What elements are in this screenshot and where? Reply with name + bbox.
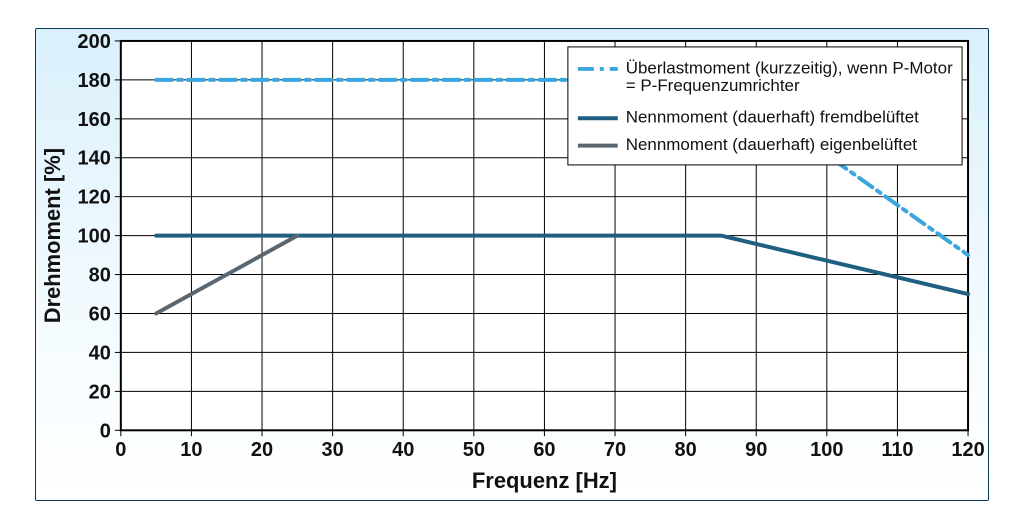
y-axis-title: Drehmoment [%] <box>40 148 65 323</box>
legend-label: Nennmoment (dauerhaft) fremdbelüftet <box>626 108 919 127</box>
y-tick-label: 80 <box>89 265 111 287</box>
legend-label: Überlastmoment (kurzzeitig), wenn P-Moto… <box>626 58 953 77</box>
y-tick-label: 100 <box>78 226 111 248</box>
x-tick-label: 10 <box>180 439 202 461</box>
legend-label: Nennmoment (dauerhaft) eigenbelüftet <box>626 135 918 154</box>
x-tick-label: 110 <box>881 439 913 461</box>
x-axis-title: Frequenz [Hz] <box>472 468 617 493</box>
x-tick-label: 60 <box>533 439 555 461</box>
chart-outer: 0 10 20 30 40 50 60 70 80 90 100 110 120 0 20 40 60 80 100… <box>0 0 1024 531</box>
x-tick-label: 20 <box>251 439 273 461</box>
chart-inner: 0 10 20 30 40 50 60 70 80 90 100 110 120 0 20 40 60 80 100… <box>35 28 989 501</box>
x-tick-label: 0 <box>115 439 126 461</box>
y-tick-label: 160 <box>78 109 111 131</box>
x-tick-label: 90 <box>745 439 767 461</box>
x-tick-label: 40 <box>392 439 414 461</box>
y-tick-label: 120 <box>78 187 111 209</box>
torque-frequency-chart: 0 10 20 30 40 50 60 70 80 90 100 110 120 0 20 40 60 80 100… <box>36 29 988 500</box>
y-tick-label: 20 <box>89 381 111 403</box>
x-tick-label: 70 <box>604 439 626 461</box>
legend: Überlastmoment (kurzzeitig), wenn P-Moto… <box>568 47 962 165</box>
x-tick-label: 50 <box>463 439 485 461</box>
y-tick-label: 60 <box>89 303 111 325</box>
y-tick-label: 40 <box>89 342 111 364</box>
y-tick-label: 180 <box>78 70 111 92</box>
x-tick-label: 80 <box>675 439 697 461</box>
legend-label: = P-Frequenzumrichter <box>626 76 800 95</box>
y-tick-label: 140 <box>78 148 111 170</box>
y-tick-label: 0 <box>100 420 111 442</box>
y-tick-label: 200 <box>78 31 111 53</box>
x-tick-label: 120 <box>951 439 984 461</box>
x-tick-label: 100 <box>810 439 843 461</box>
x-tick-label: 30 <box>322 439 344 461</box>
